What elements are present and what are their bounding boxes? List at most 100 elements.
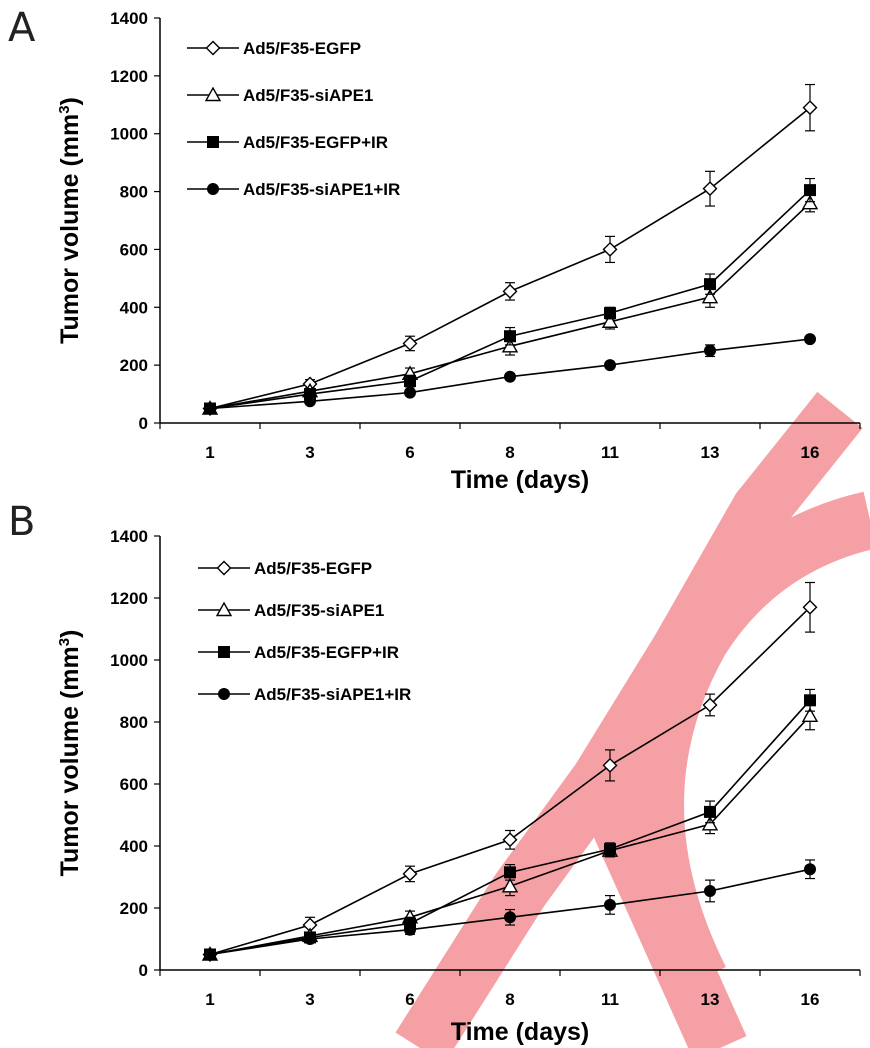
legend-marker bbox=[218, 688, 230, 700]
data-point bbox=[802, 599, 818, 615]
data-point bbox=[702, 697, 718, 713]
data-point bbox=[804, 184, 816, 197]
x-tick-label: 8 bbox=[505, 443, 514, 462]
y-tick-label: 0 bbox=[139, 961, 148, 980]
data-point bbox=[504, 330, 516, 343]
data-point bbox=[804, 333, 816, 346]
data-point bbox=[801, 194, 819, 210]
data-point bbox=[702, 181, 718, 197]
data-point bbox=[502, 283, 518, 299]
legend-marker bbox=[207, 183, 219, 195]
y-tick-label: 1400 bbox=[110, 527, 148, 546]
y-tick-label: 800 bbox=[120, 713, 148, 732]
y-tick-label: 1200 bbox=[110, 67, 148, 86]
x-tick-label: 3 bbox=[305, 990, 314, 1009]
legend-label: Ad5/F35-EGFP+IR bbox=[254, 643, 399, 662]
legend-label: Ad5/F35-EGFP bbox=[254, 559, 372, 578]
panel-letter: B bbox=[8, 499, 35, 545]
y-tick-label: 400 bbox=[120, 298, 148, 317]
series-group bbox=[204, 333, 816, 415]
retracted-watermark bbox=[395, 391, 870, 1048]
data-point bbox=[701, 288, 719, 304]
data-point bbox=[404, 375, 416, 388]
data-point bbox=[704, 344, 716, 357]
data-point bbox=[604, 359, 616, 372]
data-point bbox=[504, 866, 516, 879]
x-tick-label: 1 bbox=[205, 990, 214, 1009]
series-line bbox=[209, 107, 811, 410]
data-point bbox=[304, 933, 316, 945]
data-point bbox=[604, 307, 616, 320]
data-point bbox=[701, 815, 719, 831]
data-point bbox=[501, 337, 519, 353]
data-point bbox=[802, 100, 818, 116]
data-point bbox=[204, 402, 216, 415]
x-tick-label: 6 bbox=[405, 990, 414, 1009]
x-tick-label: 13 bbox=[701, 443, 720, 462]
data-point bbox=[602, 241, 618, 257]
x-tick-label: 11 bbox=[601, 990, 619, 1009]
data-point bbox=[501, 877, 519, 893]
x-tick-label: 16 bbox=[801, 990, 820, 1009]
x-tick-label: 1 bbox=[205, 443, 214, 462]
series-group bbox=[204, 859, 816, 961]
data-point bbox=[404, 923, 416, 936]
x-tick-label: 16 bbox=[801, 443, 820, 462]
y-tick-label: 800 bbox=[120, 183, 148, 202]
data-point bbox=[601, 313, 619, 328]
x-tick-label: 8 bbox=[505, 990, 514, 1009]
y-axis-title: Tumor volume (mm3) bbox=[56, 630, 84, 877]
x-tick-label: 13 bbox=[701, 990, 720, 1009]
y-tick-label: 1400 bbox=[110, 9, 148, 28]
y-tick-label: 200 bbox=[120, 356, 148, 375]
x-tick-label: 3 bbox=[305, 443, 314, 462]
data-point bbox=[704, 805, 716, 818]
y-axis-title: Tumor volume (mm3) bbox=[56, 97, 84, 344]
data-point bbox=[704, 278, 716, 291]
legend-label: Ad5/F35-siAPE1+IR bbox=[254, 685, 411, 704]
y-tick-label: 1200 bbox=[110, 589, 148, 608]
data-point bbox=[602, 757, 618, 773]
legend-marker bbox=[204, 86, 222, 102]
y-tick-label: 0 bbox=[139, 414, 148, 433]
data-point bbox=[404, 386, 416, 399]
y-tick-label: 1000 bbox=[110, 651, 148, 670]
legend-marker bbox=[215, 601, 233, 617]
legend-label: Ad5/F35-siAPE1+IR bbox=[243, 180, 400, 199]
data-point bbox=[804, 863, 816, 876]
y-tick-label: 600 bbox=[120, 775, 148, 794]
watermark-stroke bbox=[626, 491, 870, 993]
y-tick-label: 200 bbox=[120, 899, 148, 918]
data-point bbox=[604, 843, 616, 856]
y-tick-label: 600 bbox=[120, 240, 148, 259]
data-point bbox=[801, 707, 819, 722]
y-tick-label: 400 bbox=[120, 837, 148, 856]
data-point bbox=[804, 694, 816, 707]
legend-marker bbox=[218, 646, 230, 658]
x-tick-label: 6 bbox=[405, 443, 414, 462]
x-axis-title: Time (days) bbox=[451, 466, 589, 494]
legend-marker bbox=[205, 40, 221, 56]
data-point bbox=[604, 898, 616, 911]
data-point bbox=[502, 832, 518, 848]
legend-label: Ad5/F35-siAPE1 bbox=[254, 601, 384, 620]
legend-marker bbox=[216, 560, 232, 576]
data-point bbox=[402, 335, 418, 351]
legend-label: Ad5/F35-EGFP+IR bbox=[243, 133, 388, 152]
x-axis-title: Time (days) bbox=[451, 1018, 589, 1046]
legend-label: Ad5/F35-EGFP bbox=[243, 39, 361, 58]
data-point bbox=[402, 866, 418, 882]
data-point bbox=[304, 395, 316, 408]
data-point bbox=[504, 370, 516, 383]
data-point bbox=[504, 911, 516, 924]
y-tick-label: 1000 bbox=[110, 125, 148, 144]
legend-marker bbox=[207, 136, 219, 148]
panel-letter: A bbox=[8, 5, 36, 51]
legend-label: Ad5/F35-siAPE1 bbox=[243, 86, 373, 105]
watermark-stroke bbox=[395, 391, 863, 1048]
data-point bbox=[704, 884, 716, 897]
data-point bbox=[204, 948, 216, 961]
